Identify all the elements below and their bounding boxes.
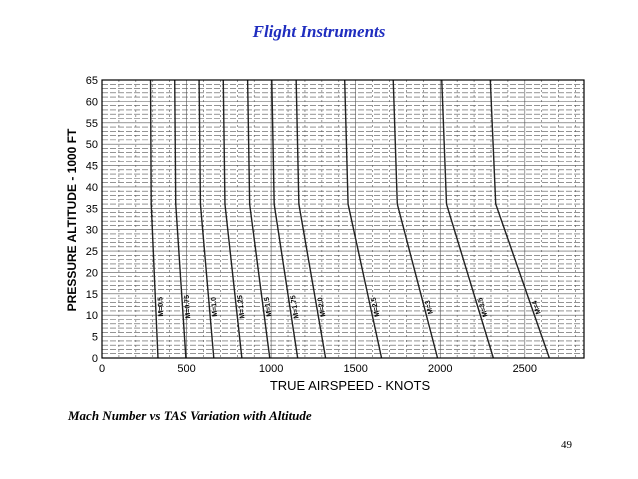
chart-svg: M=0.5 M=0.75 M=1.0 M=1.25 M=1.5 M=1.75 M=2.0 M=…: [65, 75, 585, 393]
mach-line: [489, 79, 550, 359]
mach-labels: M=0.5 M=0.75 M=1.0 M=1.25 M=1.5 M=1.75 M=2.0 M=…: [157, 295, 542, 319]
y-tick-label: 25: [86, 246, 98, 258]
mach-line: [222, 79, 243, 359]
x-tick-label: 2000: [428, 363, 452, 375]
x-tick-label: 1000: [259, 363, 283, 375]
mach-line-label: M=1.5: [264, 297, 274, 317]
slide-title: Flight Instruments: [252, 22, 386, 41]
y-tick-label: 50: [86, 139, 98, 151]
mach-line: [198, 79, 215, 359]
x-tick-label: 1500: [343, 363, 367, 375]
y-tick-label: 30: [86, 225, 98, 237]
x-tick-label: 0: [99, 363, 105, 375]
y-tick-label: 65: [86, 75, 98, 87]
mach-line: [149, 79, 159, 359]
x-axis-label: TRUE AIRSPEED - KNOTS: [270, 378, 431, 393]
mach-line-label: M=0.75: [184, 295, 193, 319]
mach-line-label: M=3: [425, 299, 435, 314]
mach-line-label: M=1.75: [290, 295, 300, 319]
grid: [101, 79, 584, 359]
mach-tas-chart: M=0.5 M=0.75 M=1.0 M=1.25 M=1.5 M=1.75 M=2.0 M=…: [62, 72, 596, 402]
mach-line-label: M=0.5: [157, 297, 165, 317]
chart-caption: Mach Number vs TAS Variation with Altitu…: [68, 408, 312, 423]
mach-lines: [149, 79, 550, 359]
mach-line-label: M=2.5: [370, 297, 381, 318]
y-tick-label: 5: [92, 332, 98, 344]
mach-line-label: M=2.0: [317, 297, 327, 318]
y-tick-label: 55: [86, 118, 98, 130]
y-axis-label: PRESSURE ALTITUDE - 1000 FT: [65, 128, 79, 311]
y-tick-label: 0: [92, 353, 98, 365]
mach-line: [441, 79, 495, 359]
y-tick-label: 10: [86, 310, 98, 322]
mach-line: [246, 79, 271, 359]
plot-frame: [101, 79, 585, 359]
axes: 0 5 10 15 20 25 30 35 40 45 50 55 60 65 0 500 1000 1500 20…: [86, 75, 585, 375]
mach-line: [343, 79, 383, 359]
mach-line: [392, 79, 439, 359]
y-tick-label: 45: [86, 161, 98, 173]
mach-line-label: M=3.5: [477, 297, 489, 318]
y-tick-label: 35: [86, 203, 98, 215]
mach-line: [174, 79, 187, 359]
mach-line-label: M=1.25: [237, 295, 247, 319]
mach-line-label: M=1.0: [210, 297, 219, 317]
mach-line: [271, 79, 299, 359]
x-tick-label: 2500: [513, 363, 537, 375]
x-tick-label: 500: [177, 363, 195, 375]
y-tick-label: 15: [86, 289, 98, 301]
y-tick-label: 40: [86, 182, 98, 194]
mach-line-label: M=4: [531, 299, 542, 314]
page-number: 49: [561, 439, 572, 451]
y-tick-label: 20: [86, 267, 98, 279]
y-tick-label: 60: [86, 96, 98, 108]
mach-line: [295, 79, 327, 359]
